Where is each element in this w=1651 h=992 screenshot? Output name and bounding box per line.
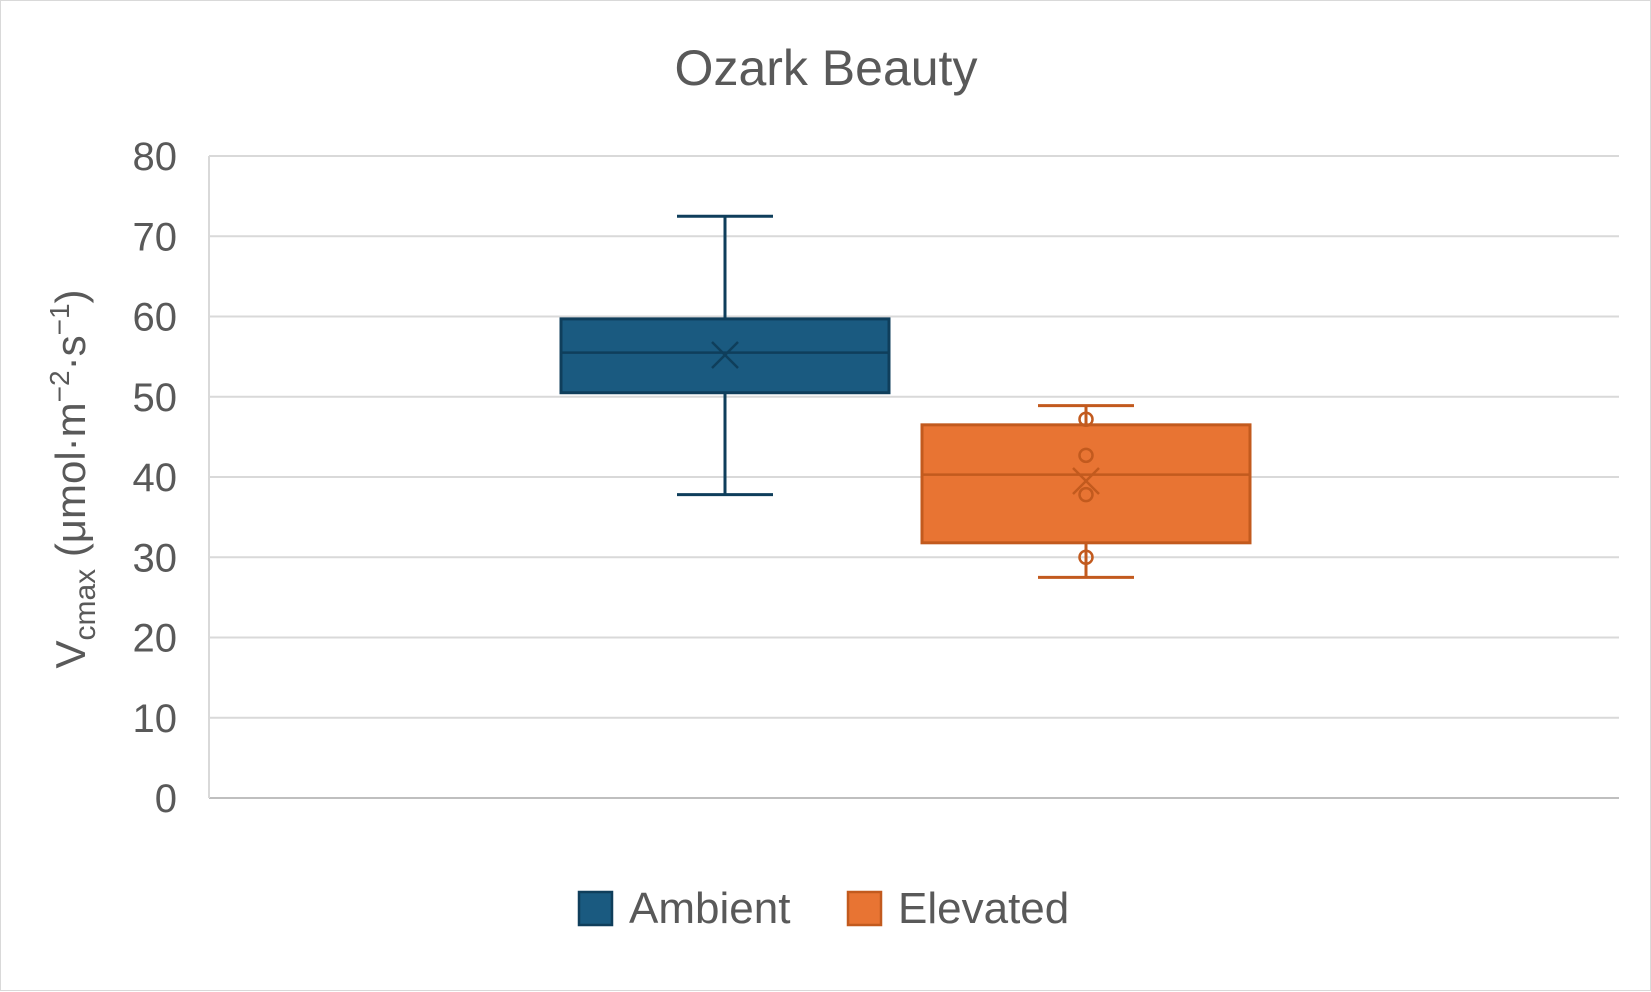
legend-label-ambient: Ambient: [629, 884, 790, 933]
legend-label-elevated: Elevated: [898, 884, 1069, 933]
y-label-unit-mid: ·s: [47, 335, 94, 370]
legend-swatch-ambient: [577, 890, 614, 927]
y-tick-label: 50: [133, 376, 178, 420]
y-label-unit-suffix: ): [47, 289, 94, 303]
iqr-box: [920, 423, 1252, 545]
y-tick-label: 10: [133, 697, 178, 741]
chart-title: Ozark Beauty: [675, 40, 978, 96]
y-axis-ticks: 0 10 20 30 40 50 60 70 80: [133, 135, 178, 821]
y-axis-label: Vcmax (μmol·m−2·s−1): [44, 289, 102, 668]
box-elevated: [920, 404, 1252, 579]
y-tick-label: 20: [133, 617, 178, 661]
data-point: [1078, 486, 1094, 503]
y-label-subscript: cmax: [69, 569, 102, 641]
y-tick-label: 80: [133, 135, 178, 179]
y-tick-label: 40: [133, 456, 178, 500]
y-label-sup2: −1: [44, 303, 75, 335]
grid-lines: [208, 155, 1619, 799]
mean-marker: [711, 341, 739, 369]
data-point: [1078, 447, 1094, 464]
box-ambient: [559, 214, 891, 497]
legend-swatch-elevated: [846, 890, 883, 927]
y-label-main: V: [47, 641, 94, 669]
data-point: [1078, 411, 1094, 427]
y-tick-label: 0: [155, 777, 177, 821]
y-tick-label: 30: [133, 536, 178, 580]
y-tick-label: 60: [133, 296, 178, 340]
y-label-unit-prefix: (μmol·m: [47, 402, 94, 569]
y-tick-label: 70: [133, 215, 178, 259]
data-point: [1078, 549, 1094, 565]
legend: Ambient Elevated: [577, 884, 1069, 933]
y-label-sup1: −2: [44, 370, 75, 402]
box-plots: [559, 214, 1252, 579]
mean-marker: [1072, 467, 1100, 495]
